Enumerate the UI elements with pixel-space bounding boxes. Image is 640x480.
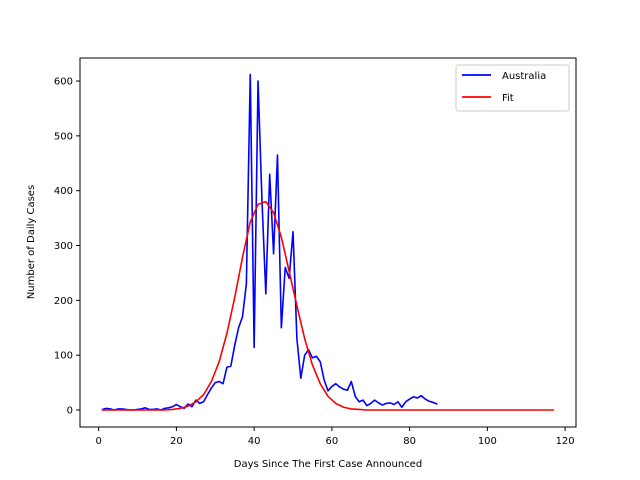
legend-label-fit: Fit (502, 93, 514, 104)
y-tick-label: 0 (67, 406, 73, 417)
y-tick-label: 400 (54, 186, 73, 197)
x-tick-label: 100 (478, 436, 497, 447)
x-tick-label: 20 (170, 436, 183, 447)
y-axis-label: Number of Daily Cases (26, 185, 37, 299)
x-tick-label: 60 (326, 436, 339, 447)
x-axis: 0 20 40 60 80 100 120 (95, 427, 575, 447)
x-tick-label: 80 (403, 436, 416, 447)
legend-label-australia: Australia (502, 71, 546, 82)
x-tick-label: 120 (556, 436, 575, 447)
legend: Australia Fit (455, 64, 570, 112)
x-tick-label: 40 (248, 436, 261, 447)
y-tick-label: 300 (54, 241, 73, 252)
y-tick-label: 600 (54, 77, 73, 88)
x-axis-label: Days Since The First Case Announced (234, 459, 422, 470)
plot-layer (101, 73, 555, 411)
y-tick-label: 500 (54, 131, 73, 142)
plot-frame (79, 57, 577, 428)
series-line-fit (101, 200, 555, 411)
y-axis: 0 100 200 300 400 500 600 (54, 77, 80, 417)
legend-box (455, 64, 570, 112)
y-tick-label: 200 (54, 296, 73, 307)
y-tick-label: 100 (54, 351, 73, 362)
x-tick-label: 0 (95, 436, 101, 447)
